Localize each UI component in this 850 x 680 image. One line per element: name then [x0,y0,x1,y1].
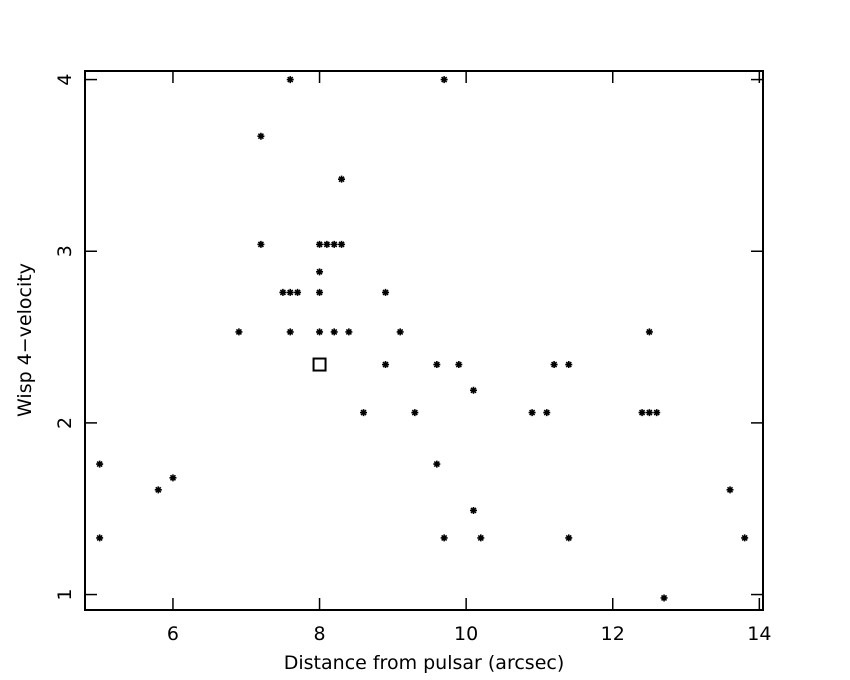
point [235,328,243,336]
point [396,328,404,336]
point [528,409,536,417]
point [169,474,177,482]
point [279,288,287,296]
point [550,361,558,369]
point [345,328,353,336]
point [316,328,324,336]
plot-frame [84,70,764,611]
point [312,357,327,372]
point [638,409,646,417]
point [323,240,331,248]
point [653,409,661,417]
x-axis-label: Distance from pulsar (arcsec) [284,652,565,674]
point [338,175,346,183]
x-tick-label: 14 [747,623,771,645]
y-tick-label: 2 [54,417,76,429]
point [96,460,104,468]
point [96,534,104,542]
point [382,288,390,296]
point [433,460,441,468]
point [741,534,749,542]
point [440,534,448,542]
point [433,361,441,369]
point [286,76,294,84]
y-tick-label: 3 [54,245,76,257]
point [565,534,573,542]
point [316,240,324,248]
point [154,486,162,494]
x-tick-label: 12 [601,623,625,645]
point [382,361,390,369]
x-tick-label: 6 [167,623,179,645]
point [330,328,338,336]
x-tick-label: 10 [454,623,478,645]
y-axis-label: Wisp 4−velocity [14,263,36,417]
point [645,409,653,417]
point [469,506,477,514]
y-tick-label: 4 [54,74,76,86]
point [316,288,324,296]
point [440,76,448,84]
point [645,328,653,336]
point [360,409,368,417]
point [330,240,338,248]
point [469,386,477,394]
point [257,240,265,248]
point [477,534,485,542]
point [411,409,419,417]
point [338,240,346,248]
point [726,486,734,494]
point [565,361,573,369]
point [257,132,265,140]
point [286,328,294,336]
y-tick-label: 1 [54,589,76,601]
point [660,594,668,602]
point [316,268,324,276]
point [455,361,463,369]
point [286,288,294,296]
point [294,288,302,296]
x-tick-label: 8 [314,623,326,645]
point [543,409,551,417]
